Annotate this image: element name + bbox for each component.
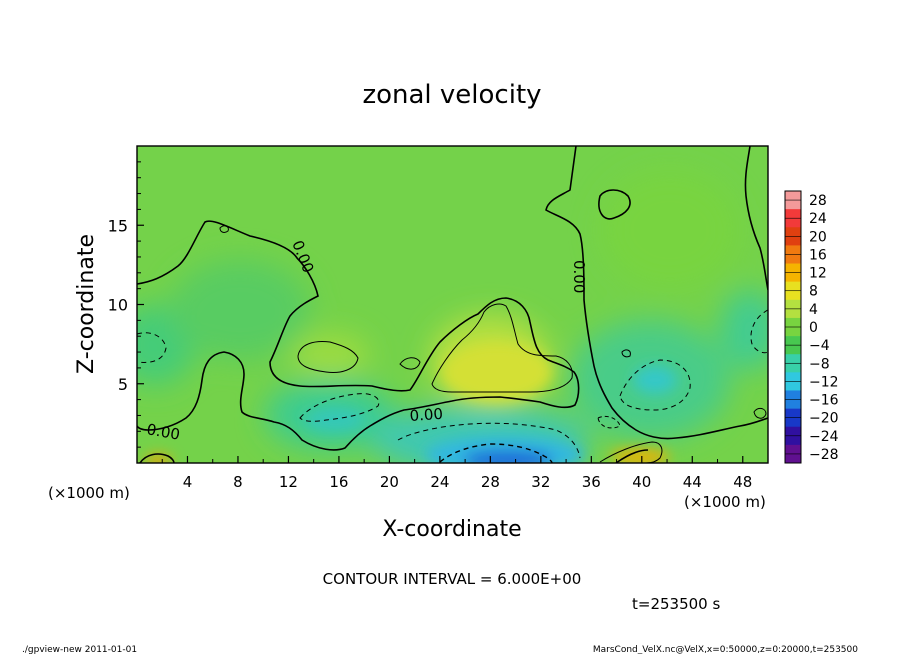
colorbar-label-2: 20 (809, 229, 827, 245)
y-axis: 5 10 15 (108, 161, 144, 448)
x-tick-label-5: 24 (430, 473, 449, 491)
time-label: t=253500 s (632, 595, 720, 613)
colorbar-label-1: 24 (809, 211, 827, 227)
contour-loop-small (399, 357, 421, 370)
contour-negative-left-edge (137, 332, 167, 363)
contour-tiny-loop (219, 225, 229, 233)
x-tick-label-2: 12 (279, 473, 298, 491)
contour-small-right-edge-loop (753, 407, 767, 419)
contour-labels: 0.00 0.00 0.00 0.00 (145, 238, 588, 444)
x-tick-label-10: 44 (683, 473, 702, 491)
colorbar: 28 24 20 16 12 8 4 0 −4 −8 −12 −16 −20 −24 −28 (784, 190, 839, 464)
colorbar-label-0: 28 (809, 193, 827, 209)
zero-contour-loop-top (598, 189, 631, 220)
contour-dashed-small (597, 415, 621, 429)
x-tick-label-7: 32 (531, 473, 550, 491)
contour-positive-bottom-left (139, 453, 175, 463)
velocity-field (137, 146, 768, 463)
chart-title: zonal velocity (362, 80, 541, 110)
x-tick-label-11: 48 (733, 473, 752, 491)
contour-small-right-loop (621, 349, 631, 358)
x-tick-label-1: 8 (233, 473, 243, 491)
x-unit-right: (×1000 m) (684, 493, 766, 511)
x-tick-label-4: 20 (380, 473, 399, 491)
zero-contour-right (744, 146, 768, 291)
x-tick-label-6: 28 (481, 473, 500, 491)
zero-contour-left (137, 220, 580, 451)
contour-positive-bottom-right-inner (615, 449, 649, 463)
contour-loop-yellow (431, 303, 573, 393)
contour-label-4: 0.00 (570, 260, 588, 293)
contour-lines (137, 146, 768, 463)
contour-negative-center (397, 422, 581, 459)
x-axis-label: X-coordinate (382, 517, 521, 542)
contour-negative-right-edge (750, 309, 768, 354)
contour-negative-center-inner (439, 443, 553, 463)
x-tick-label-9: 40 (632, 473, 651, 491)
x-tick-label-3: 16 (329, 473, 348, 491)
footer-right: MarsCond_VelX.nc@VelX,x=0:50000,z=0:2000… (593, 645, 858, 654)
y-tick-label-0: 5 (118, 375, 128, 394)
colorbar-label-10: −12 (809, 374, 839, 390)
colorbar-label-5: 8 (809, 284, 818, 300)
colorbar-label-12: −20 (809, 411, 839, 427)
contour-label-2: 0.00 (409, 405, 444, 425)
x-tick-label-0: 4 (183, 473, 193, 491)
x-tick-label-8: 36 (582, 473, 601, 491)
colorbar-label-9: −8 (809, 356, 830, 372)
footer-left: ./gpview-new 2011-01-01 (22, 645, 137, 654)
colorbar-label-11: −16 (809, 393, 839, 409)
contour-negative-left (299, 393, 380, 422)
colorbar-label-13: −24 (809, 429, 839, 445)
y-tick-label-1: 10 (108, 296, 128, 315)
colorbar-label-14: −28 (809, 447, 839, 463)
y-axis-label: Z-coordinate (74, 234, 99, 374)
contour-loop-mid (297, 341, 359, 373)
contour-positive-bottom-right (599, 441, 663, 463)
contour-interval: CONTOUR INTERVAL = 6.000E+00 (323, 570, 582, 588)
contour-negative-right (619, 359, 691, 411)
x-axis: 4 8 12 16 20 24 28 32 36 40 44 48 (161, 456, 752, 491)
x-unit-left: (×1000 m) (48, 484, 130, 502)
y-tick-label-2: 15 (108, 216, 128, 235)
colorbar-label-4: 12 (809, 266, 827, 282)
colorbar-label-6: 4 (809, 302, 818, 318)
contour-label-1: 0.00 (145, 420, 181, 444)
colorbar-label-8: −4 (809, 338, 830, 354)
colorbar-label-7: 0 (809, 320, 818, 336)
colorbar-label-3: 16 (809, 247, 827, 263)
zero-contour-center-right (545, 146, 768, 440)
